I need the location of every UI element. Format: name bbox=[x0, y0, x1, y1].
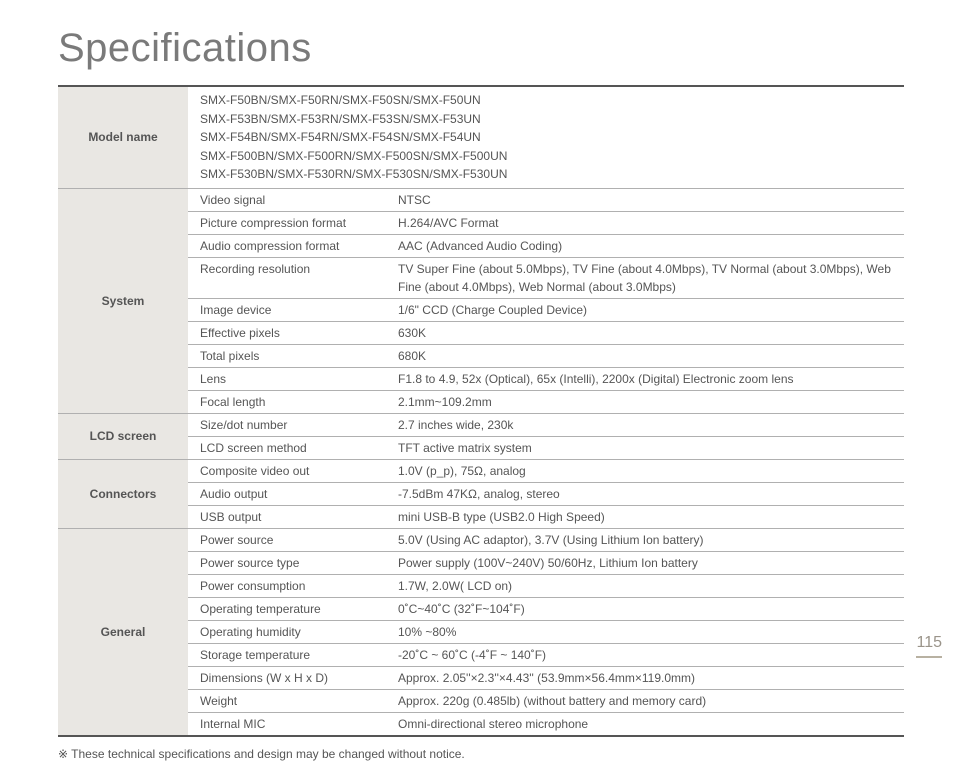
spec-value: 630K bbox=[388, 322, 904, 344]
spec-row: Operating humidity10% ~80% bbox=[188, 620, 904, 643]
spec-value: F1.8 to 4.9, 52x (Optical), 65x (Intelli… bbox=[388, 368, 904, 390]
spec-value: Approx. 220g (0.485lb) (without battery … bbox=[388, 690, 904, 712]
spec-attribute: Picture compression format bbox=[188, 212, 388, 234]
spec-row: LCD screen methodTFT active matrix syste… bbox=[188, 436, 904, 459]
spec-value: -7.5dBm 47KΩ, analog, stereo bbox=[388, 483, 904, 505]
spec-section: SystemVideo signalNTSCPicture compressio… bbox=[58, 188, 904, 413]
spec-row: Power source typePower supply (100V~240V… bbox=[188, 551, 904, 574]
spec-attribute: Audio output bbox=[188, 483, 388, 505]
spec-row: Recording resolutionTV Super Fine (about… bbox=[188, 257, 904, 298]
spec-row: Dimensions (W x H x D)Approx. 2.05''×2.3… bbox=[188, 666, 904, 689]
spec-attribute: Image device bbox=[188, 299, 388, 321]
spec-attribute: Size/dot number bbox=[188, 414, 388, 436]
page-number-underline bbox=[916, 656, 942, 658]
spec-section: ConnectorsComposite video out1.0V (p_p),… bbox=[58, 459, 904, 528]
section-label: System bbox=[58, 189, 188, 413]
spec-row: Video signalNTSC bbox=[188, 189, 904, 211]
spec-row: USB outputmini USB-B type (USB2.0 High S… bbox=[188, 505, 904, 528]
spec-value: 1.7W, 2.0W( LCD on) bbox=[388, 575, 904, 597]
spec-row: Operating temperature0˚C~40˚C (32˚F~104˚… bbox=[188, 597, 904, 620]
spec-value: 0˚C~40˚C (32˚F~104˚F) bbox=[388, 598, 904, 620]
spec-row: Composite video out1.0V (p_p), 75Ω, anal… bbox=[188, 460, 904, 482]
spec-row: Size/dot number2.7 inches wide, 230k bbox=[188, 414, 904, 436]
spec-row: LensF1.8 to 4.9, 52x (Optical), 65x (Int… bbox=[188, 367, 904, 390]
spec-value: 10% ~80% bbox=[388, 621, 904, 643]
spec-row: WeightApprox. 220g (0.485lb) (without ba… bbox=[188, 689, 904, 712]
model-line: SMX-F53BN/SMX-F53RN/SMX-F53SN/SMX-F53UN bbox=[200, 110, 896, 129]
spec-value: mini USB-B type (USB2.0 High Speed) bbox=[388, 506, 904, 528]
model-line: SMX-F530BN/SMX-F530RN/SMX-F530SN/SMX-F53… bbox=[200, 165, 896, 184]
section-body: Size/dot number2.7 inches wide, 230kLCD … bbox=[188, 414, 904, 459]
spec-row: Picture compression formatH.264/AVC Form… bbox=[188, 211, 904, 234]
spec-value: 1.0V (p_p), 75Ω, analog bbox=[388, 460, 904, 482]
spec-attribute: Power source bbox=[188, 529, 388, 551]
page-number: 115 bbox=[916, 634, 942, 658]
spec-row: Effective pixels630K bbox=[188, 321, 904, 344]
spec-value: -20˚C ~ 60˚C (-4˚F ~ 140˚F) bbox=[388, 644, 904, 666]
spec-row: Focal length2.1mm~109.2mm bbox=[188, 390, 904, 413]
spec-section: Model nameSMX-F50BN/SMX-F50RN/SMX-F50SN/… bbox=[58, 87, 904, 188]
spec-value: TV Super Fine (about 5.0Mbps), TV Fine (… bbox=[388, 258, 904, 298]
spec-attribute: Total pixels bbox=[188, 345, 388, 367]
spec-attribute: Recording resolution bbox=[188, 258, 388, 298]
spec-row: Image device1/6" CCD (Charge Coupled Dev… bbox=[188, 298, 904, 321]
specifications-table: Model nameSMX-F50BN/SMX-F50RN/SMX-F50SN/… bbox=[58, 85, 904, 737]
section-label: Connectors bbox=[58, 460, 188, 528]
spec-row: Audio compression formatAAC (Advanced Au… bbox=[188, 234, 904, 257]
spec-value: 2.1mm~109.2mm bbox=[388, 391, 904, 413]
spec-attribute: Composite video out bbox=[188, 460, 388, 482]
spec-value: Approx. 2.05''×2.3''×4.43'' (53.9mm×56.4… bbox=[388, 667, 904, 689]
spec-row: Power consumption1.7W, 2.0W( LCD on) bbox=[188, 574, 904, 597]
spec-attribute: Weight bbox=[188, 690, 388, 712]
spec-row: Internal MICOmni-directional stereo micr… bbox=[188, 712, 904, 735]
spec-attribute: Video signal bbox=[188, 189, 388, 211]
spec-value: NTSC bbox=[388, 189, 904, 211]
spec-value: 680K bbox=[388, 345, 904, 367]
section-body: Video signalNTSCPicture compression form… bbox=[188, 189, 904, 413]
spec-value: 2.7 inches wide, 230k bbox=[388, 414, 904, 436]
spec-value: Power supply (100V~240V) 50/60Hz, Lithiu… bbox=[388, 552, 904, 574]
section-body: Power source5.0V (Using AC adaptor), 3.7… bbox=[188, 529, 904, 735]
spec-value: TFT active matrix system bbox=[388, 437, 904, 459]
page-title: Specifications bbox=[58, 26, 904, 71]
spec-row: Power source5.0V (Using AC adaptor), 3.7… bbox=[188, 529, 904, 551]
spec-attribute: Power consumption bbox=[188, 575, 388, 597]
model-line: SMX-F50BN/SMX-F50RN/SMX-F50SN/SMX-F50UN bbox=[200, 91, 896, 110]
spec-attribute: Effective pixels bbox=[188, 322, 388, 344]
spec-attribute: Audio compression format bbox=[188, 235, 388, 257]
spec-row: Total pixels680K bbox=[188, 344, 904, 367]
spec-section: LCD screenSize/dot number2.7 inches wide… bbox=[58, 413, 904, 459]
spec-row: Storage temperature-20˚C ~ 60˚C (-4˚F ~ … bbox=[188, 643, 904, 666]
spec-value: H.264/AVC Format bbox=[388, 212, 904, 234]
spec-attribute: Operating temperature bbox=[188, 598, 388, 620]
spec-value: AAC (Advanced Audio Coding) bbox=[388, 235, 904, 257]
model-line: SMX-F500BN/SMX-F500RN/SMX-F500SN/SMX-F50… bbox=[200, 147, 896, 166]
section-label: LCD screen bbox=[58, 414, 188, 459]
spec-value: 5.0V (Using AC adaptor), 3.7V (Using Lit… bbox=[388, 529, 904, 551]
spec-attribute: Dimensions (W x H x D) bbox=[188, 667, 388, 689]
spec-section: GeneralPower source5.0V (Using AC adapto… bbox=[58, 528, 904, 735]
spec-attribute: Internal MIC bbox=[188, 713, 388, 735]
page-number-value: 115 bbox=[916, 634, 942, 651]
spec-attribute: Lens bbox=[188, 368, 388, 390]
spec-attribute: USB output bbox=[188, 506, 388, 528]
spec-attribute: Power source type bbox=[188, 552, 388, 574]
model-name-list: SMX-F50BN/SMX-F50RN/SMX-F50SN/SMX-F50UNS… bbox=[188, 87, 904, 188]
footnote: ※ These technical specifications and des… bbox=[58, 747, 904, 761]
spec-row: Audio output-7.5dBm 47KΩ, analog, stereo bbox=[188, 482, 904, 505]
spec-attribute: LCD screen method bbox=[188, 437, 388, 459]
spec-value: Omni-directional stereo microphone bbox=[388, 713, 904, 735]
section-label: Model name bbox=[58, 87, 188, 188]
spec-attribute: Focal length bbox=[188, 391, 388, 413]
model-line: SMX-F54BN/SMX-F54RN/SMX-F54SN/SMX-F54UN bbox=[200, 128, 896, 147]
section-body: SMX-F50BN/SMX-F50RN/SMX-F50SN/SMX-F50UNS… bbox=[188, 87, 904, 188]
spec-value: 1/6" CCD (Charge Coupled Device) bbox=[388, 299, 904, 321]
section-body: Composite video out1.0V (p_p), 75Ω, anal… bbox=[188, 460, 904, 528]
spec-attribute: Storage temperature bbox=[188, 644, 388, 666]
spec-attribute: Operating humidity bbox=[188, 621, 388, 643]
section-label: General bbox=[58, 529, 188, 735]
